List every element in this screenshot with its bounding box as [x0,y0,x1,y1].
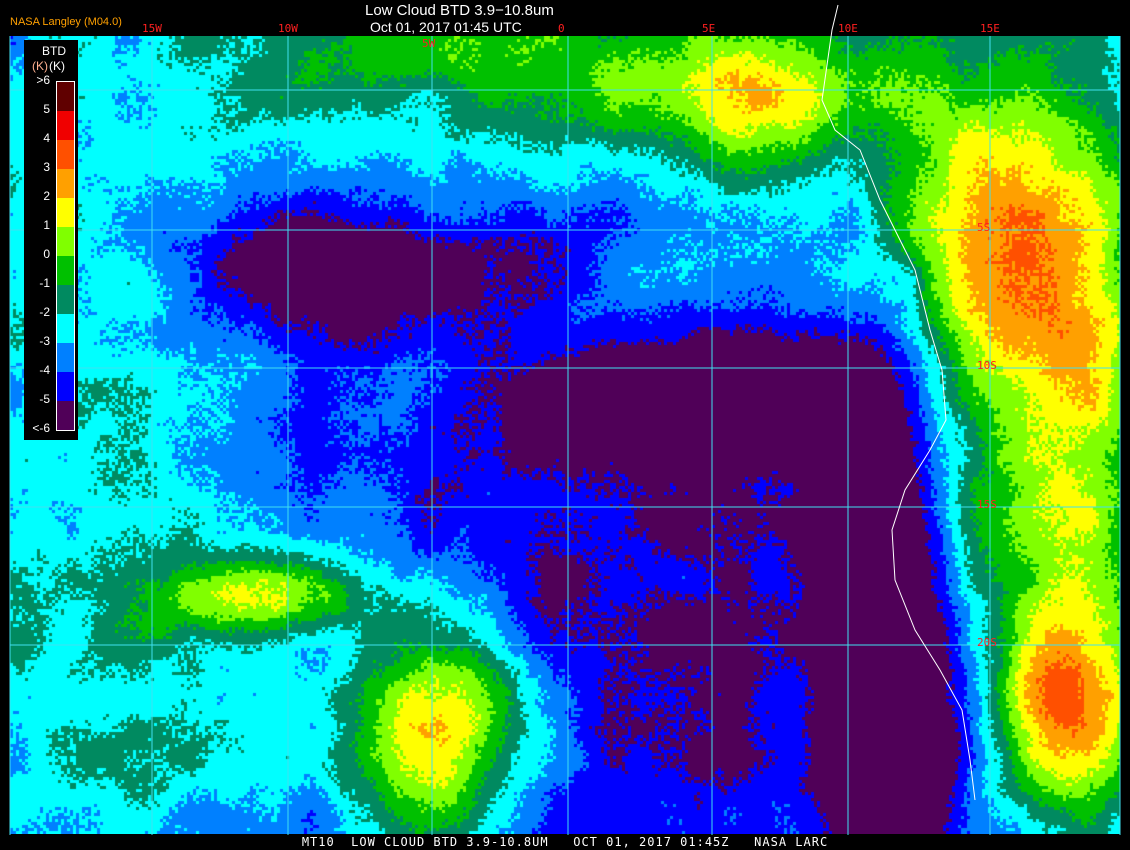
image-datetime: Oct 01, 2017 01:45 UTC [370,19,522,35]
legend-unit: (K)(K) [32,59,65,73]
legend-swatch [57,343,74,372]
legend-tick-label: -1 [39,276,50,290]
legend-title: BTD [42,44,66,58]
latitude-label: 15S [977,498,997,511]
longitude-label: 5E [702,22,716,35]
legend-tick-label: 4 [43,131,50,145]
longitude-label: 10E [838,22,858,35]
legend-swatch [57,372,74,401]
legend-tick-label: -5 [39,392,50,406]
latitude-label: 20S [977,636,997,649]
latitude-label: 10S [977,359,997,372]
legend-tick-label: 0 [43,247,50,261]
legend-unit-text: (K) [49,59,65,73]
legend-swatch [57,227,74,256]
legend-swatch [57,140,74,169]
longitude-label: 15W [142,22,162,35]
longitude-label: 5W [422,37,436,50]
color-legend: BTD (K)(K) >6 5 4 3 2 1 0 -1 -2 -3 -4 -5 <-6 [24,40,78,440]
legend-tick-label: >6 [36,73,50,87]
legend-tick-label: -4 [39,363,50,377]
legend-tick-label: -3 [39,334,50,348]
legend-swatch [57,169,74,198]
latitude-label: 5S [977,221,991,234]
legend-tick-label: 3 [43,160,50,174]
btd-satellite-image [10,36,1120,834]
legend-swatch [57,82,74,111]
legend-swatch [57,198,74,227]
legend-tick-label: <-6 [32,421,50,435]
legend-swatch [57,285,74,314]
legend-swatch [57,401,74,430]
legend-tick-label: 5 [43,102,50,116]
legend-unit-shadow: (K) [32,59,48,73]
legend-tick-label: -2 [39,305,50,319]
footer-caption: MT10 LOW CLOUD BTD 3.9-10.8UM OCT 01, 20… [0,835,1130,850]
legend-swatch [57,314,74,343]
legend-color-ramp [56,81,75,431]
credit-label: NASA Langley (M04.0) [10,16,122,28]
legend-tick-label: 2 [43,189,50,203]
longitude-label: 0 [558,22,565,35]
longitude-label: 10W [278,22,298,35]
legend-swatch [57,111,74,140]
legend-tick-label: 1 [43,218,50,232]
legend-swatch [57,256,74,285]
image-title: Low Cloud BTD 3.9−10.8um [365,2,554,19]
longitude-label: 15E [980,22,1000,35]
